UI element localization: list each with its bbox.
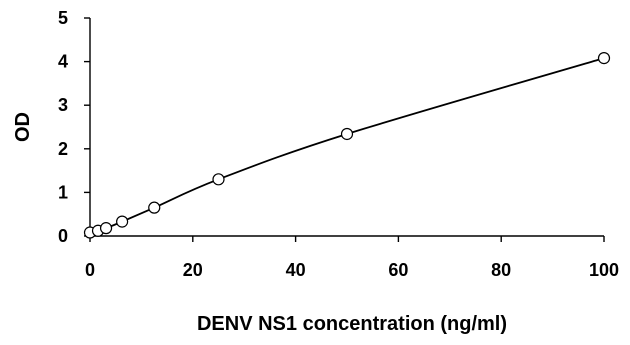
data-point — [148, 201, 161, 214]
y-tick-label: 3 — [58, 95, 68, 115]
data-point — [340, 127, 354, 141]
x-tick-label: 100 — [589, 260, 619, 280]
y-tick-label: 2 — [58, 139, 68, 159]
fit-curve-layer — [89, 57, 605, 234]
ticks: 0 1 2 3 4 5 0 20 40 60 80 100 — [58, 8, 619, 280]
data-point — [597, 52, 611, 65]
data-point — [116, 215, 129, 228]
fit-curve — [89, 57, 605, 234]
x-axis-title: DENV NS1 concentration (ng/ml) — [197, 313, 507, 335]
y-tick-label: 5 — [58, 8, 68, 28]
data-point — [212, 173, 225, 186]
x-tick-label: 40 — [286, 260, 306, 280]
x-tick-label: 80 — [491, 260, 511, 280]
x-tick-label: 20 — [183, 260, 203, 280]
axes — [89, 18, 604, 237]
data-point — [99, 222, 113, 235]
x-tick-label: 0 — [85, 260, 95, 280]
y-tick-label: 1 — [58, 182, 68, 202]
y-tick-label: 0 — [58, 226, 68, 246]
y-tick-label: 4 — [58, 52, 68, 72]
data-points — [83, 52, 611, 239]
x-tick-label: 60 — [388, 260, 408, 280]
y-axis-title: OD — [12, 112, 34, 142]
